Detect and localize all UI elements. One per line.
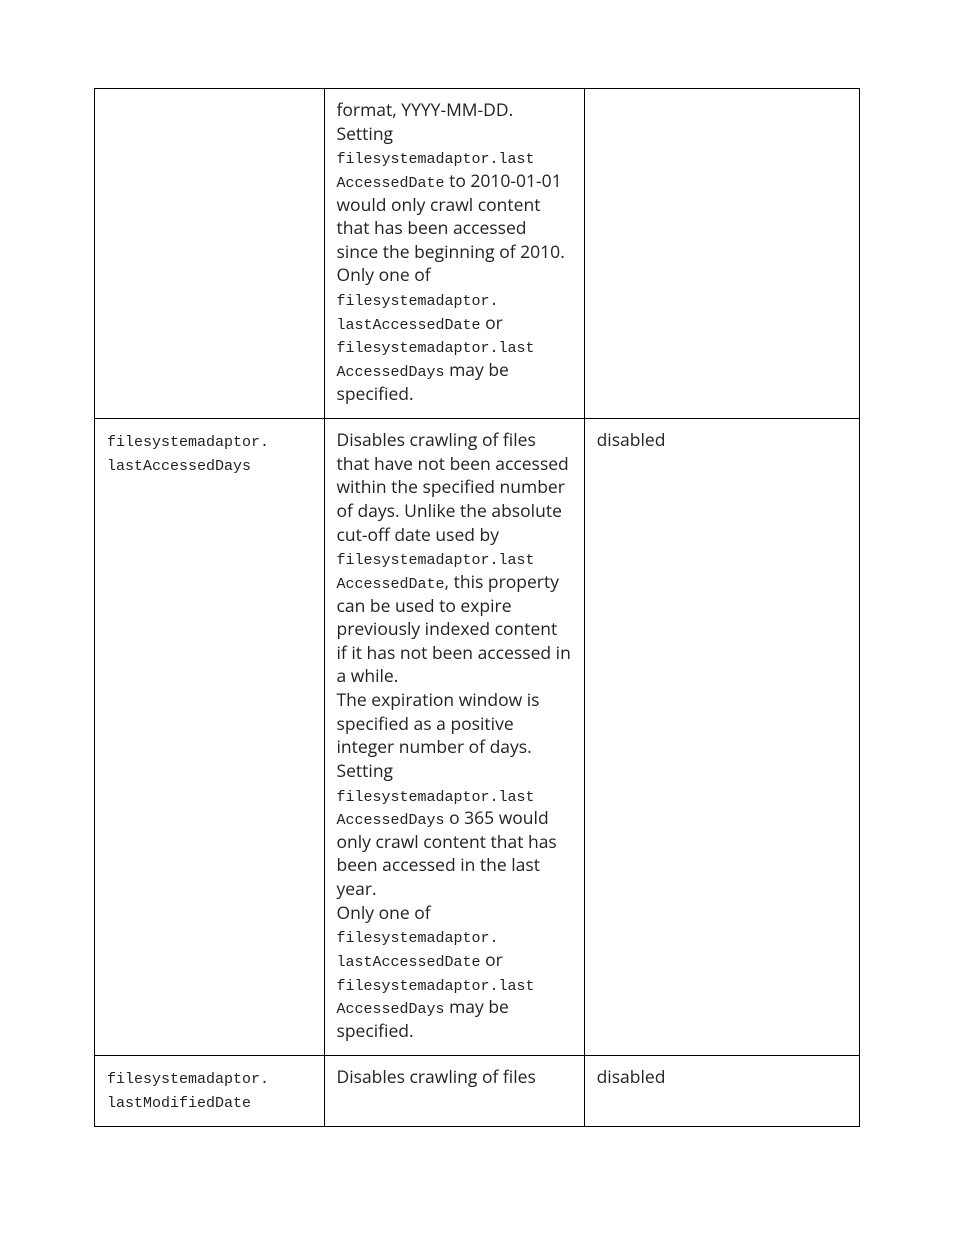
config-table: format, YYYY-MM-DD.Setting filesystemada…: [94, 88, 860, 1127]
property-desc-cell: format, YYYY-MM-DD.Setting filesystemada…: [324, 89, 584, 419]
config-table-body: format, YYYY-MM-DD.Setting filesystemada…: [95, 89, 860, 1127]
table-row: filesystemadaptor.lastModifiedDateDisabl…: [95, 1056, 860, 1126]
property-name-cell: filesystemadaptor.lastModifiedDate: [95, 1056, 325, 1126]
property-desc-cell: Disables crawling of files: [324, 1056, 584, 1126]
property-name-cell: filesystemadaptor.lastAccessedDays: [95, 419, 325, 1056]
property-value-cell: disabled: [584, 419, 859, 1056]
property-value-cell: [584, 89, 859, 419]
page: format, YYYY-MM-DD.Setting filesystemada…: [0, 0, 954, 1235]
table-row: format, YYYY-MM-DD.Setting filesystemada…: [95, 89, 860, 419]
table-row: filesystemadaptor.lastAccessedDaysDisabl…: [95, 419, 860, 1056]
property-value-cell: disabled: [584, 1056, 859, 1126]
property-desc-cell: Disables crawling of files that have not…: [324, 419, 584, 1056]
property-name-cell: [95, 89, 325, 419]
